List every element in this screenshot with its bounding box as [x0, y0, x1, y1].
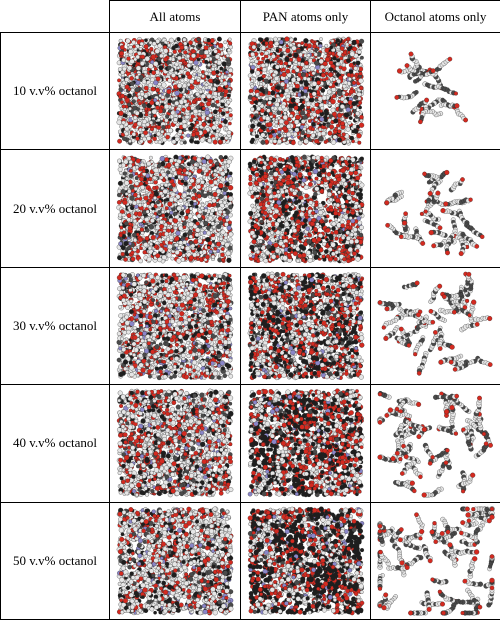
header-pan-atoms: PAN atoms only — [240, 0, 371, 34]
snapshot-pan-atoms — [240, 149, 371, 268]
snapshot-octanol-atoms — [370, 266, 500, 386]
table-row: 20 v.v% octanol — [0, 149, 500, 268]
header-all-atoms: All atoms — [109, 0, 241, 34]
table-row: 40 v.v% octanol — [0, 384, 500, 503]
header-octanol-atoms: Octanol atoms only — [370, 0, 500, 34]
snapshot-all-atoms — [109, 266, 241, 386]
snapshot-octanol-atoms — [370, 149, 500, 268]
header-corner — [0, 0, 110, 34]
snapshot-all-atoms — [109, 32, 241, 151]
snapshot-all-atoms — [109, 384, 241, 503]
row-label: 30 v.v% octanol — [0, 266, 110, 386]
snapshot-octanol-atoms — [370, 384, 500, 503]
snapshot-pan-atoms — [240, 266, 371, 386]
snapshot-octanol-atoms — [370, 501, 500, 620]
snapshot-pan-atoms — [240, 384, 371, 503]
table-row: 10 v.v% octanol — [0, 32, 500, 151]
snapshot-octanol-atoms — [370, 32, 500, 151]
snapshot-all-atoms — [109, 149, 241, 268]
row-label: 10 v.v% octanol — [0, 32, 110, 151]
snapshot-pan-atoms — [240, 501, 371, 620]
table-row: 50 v.v% octanol — [0, 501, 500, 620]
row-label: 20 v.v% octanol — [0, 149, 110, 268]
snapshot-all-atoms — [109, 501, 241, 620]
row-label: 40 v.v% octanol — [0, 384, 110, 503]
header-row: All atoms PAN atoms only Octanol atoms o… — [0, 0, 500, 34]
table-row: 30 v.v% octanol — [0, 266, 500, 386]
snapshot-pan-atoms — [240, 32, 371, 151]
row-label: 50 v.v% octanol — [0, 501, 110, 620]
